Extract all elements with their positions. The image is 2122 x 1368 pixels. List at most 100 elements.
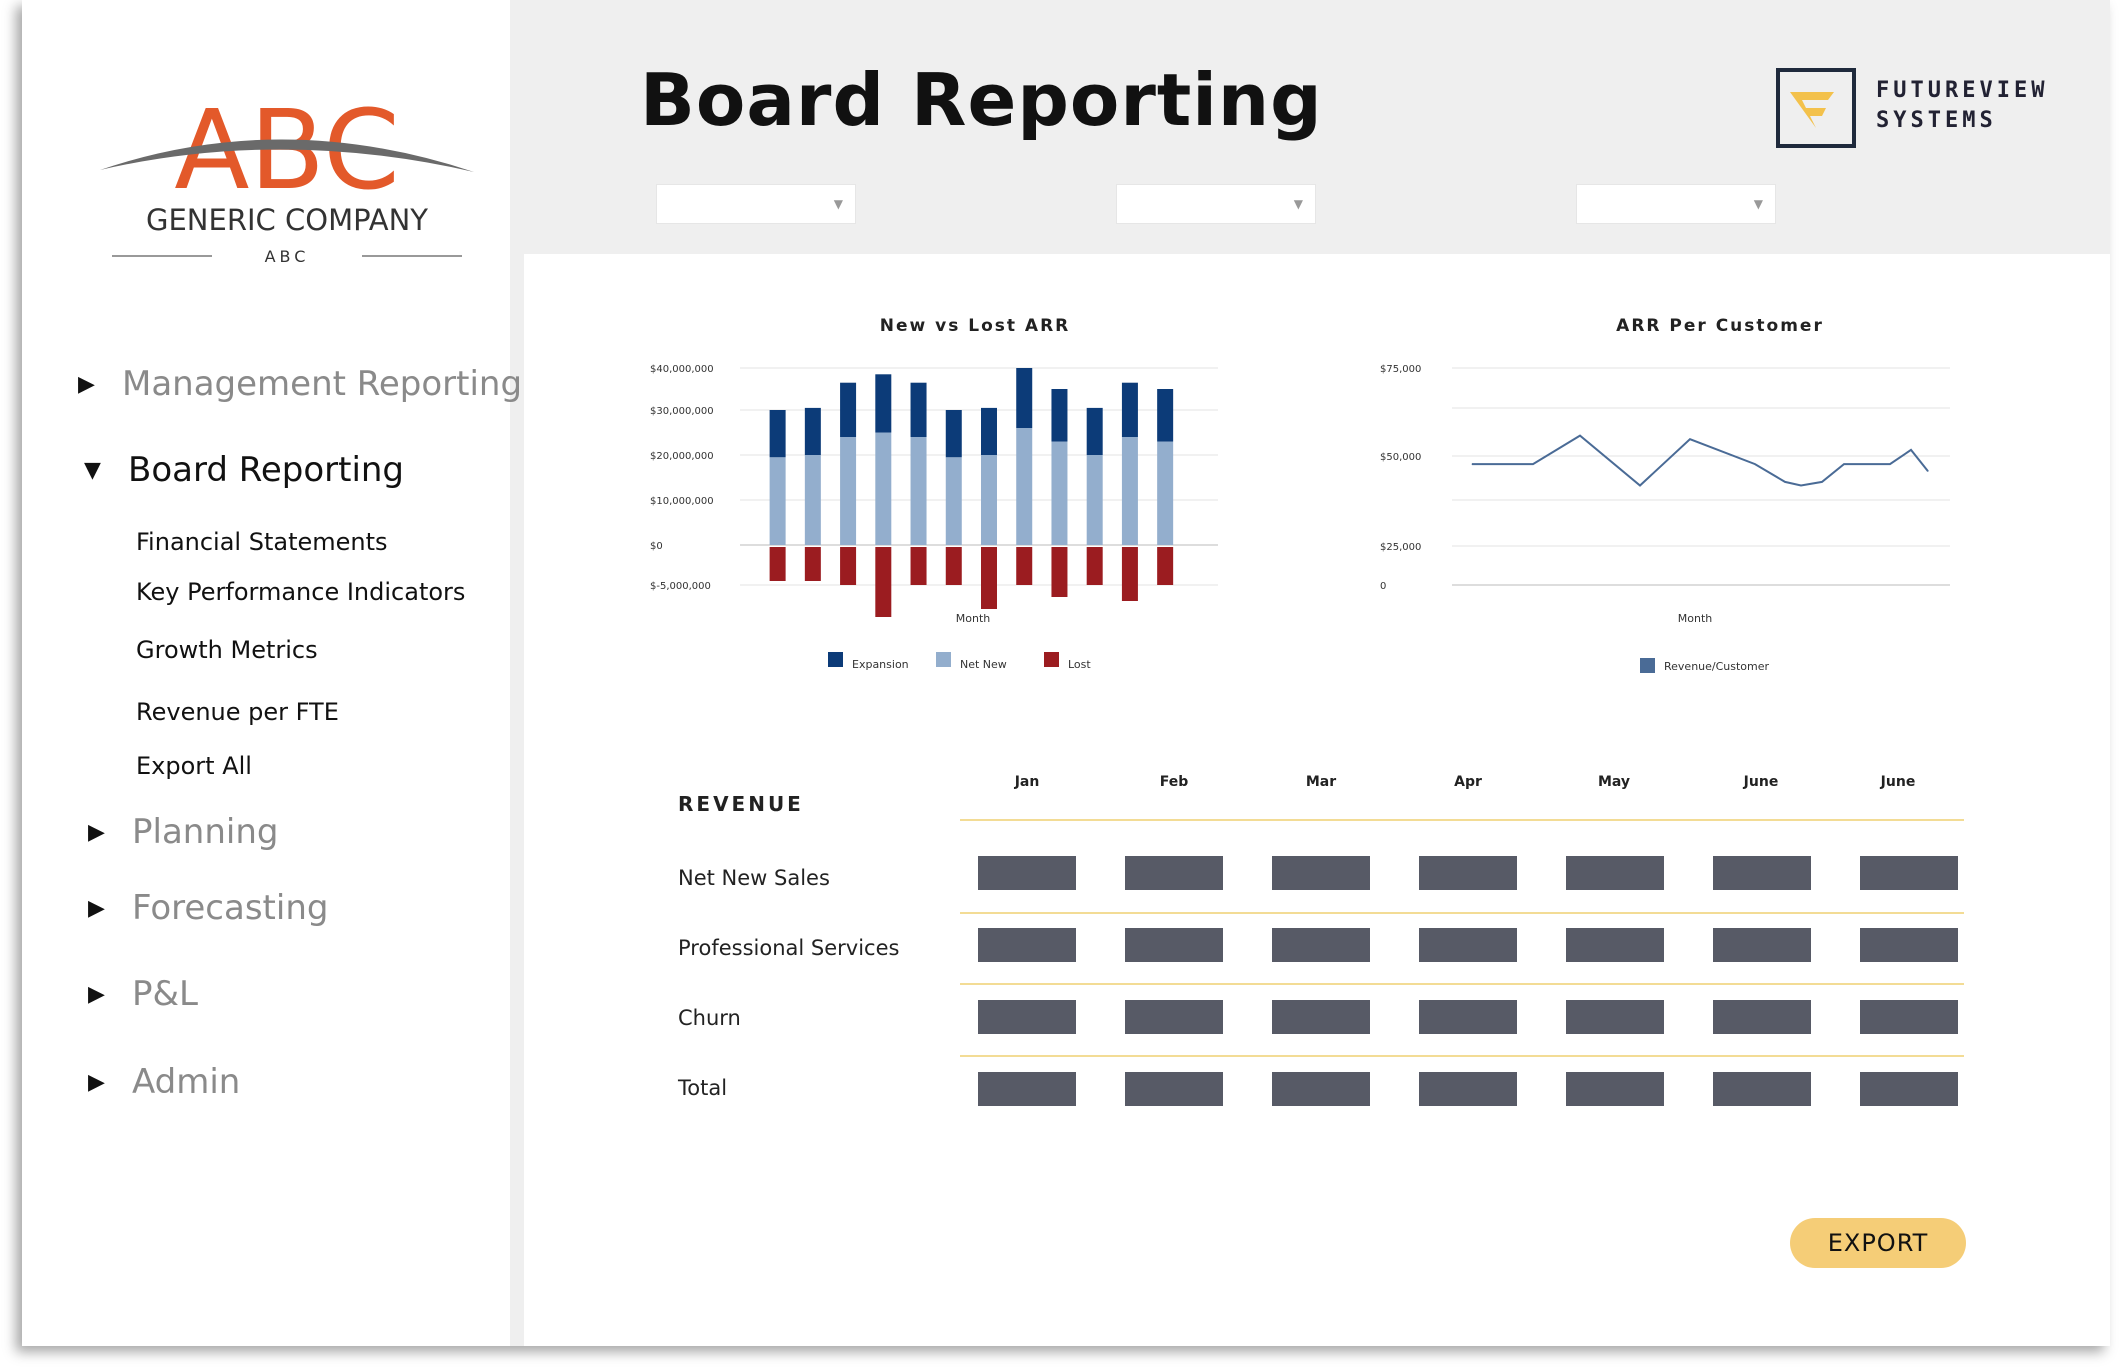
revenue-cell xyxy=(978,928,1076,962)
revenue-cell xyxy=(1860,1072,1958,1106)
bar-net-new xyxy=(1086,455,1103,545)
bar-lost xyxy=(840,547,857,585)
data-point xyxy=(1579,435,1581,437)
bar-net-new xyxy=(840,437,857,545)
divider xyxy=(960,983,1964,985)
nav-export-all[interactable]: Export All xyxy=(136,752,252,780)
revenue-header: REVENUE xyxy=(678,792,804,816)
filter-dropdown-2[interactable]: ▼ xyxy=(1116,184,1316,224)
revenue-cell xyxy=(1566,1072,1664,1106)
bar-expansion xyxy=(1051,389,1068,442)
revenue-cell xyxy=(1125,856,1223,890)
bar-lost xyxy=(1086,547,1103,585)
chevron-down-icon: ▼ xyxy=(833,197,843,211)
data-point xyxy=(1889,463,1891,465)
data-point xyxy=(1784,481,1786,483)
revenue-cell xyxy=(1860,1000,1958,1034)
nav-board-reporting[interactable]: ▼ Board Reporting xyxy=(84,450,404,490)
chart-title-arr-per-customer: ARR Per Customer xyxy=(1616,316,1824,336)
nav-pl[interactable]: ▶ P&L xyxy=(88,974,198,1014)
bar-lost xyxy=(875,547,892,617)
nav-key-performance-indicators[interactable]: Key Performance Indicators xyxy=(136,578,466,606)
expand-arrow-icon: ▶ xyxy=(88,819,105,845)
bar-expansion xyxy=(875,374,892,433)
company-logo: ABC GENERIC COMPANY ABC xyxy=(100,88,474,266)
bar-expansion xyxy=(804,407,821,455)
bar-lost xyxy=(1157,547,1174,585)
revenue-cell xyxy=(1272,856,1370,890)
chevron-down-icon: ▼ xyxy=(1753,197,1763,211)
x-axis-label: Month xyxy=(956,612,991,625)
nav-label: Planning xyxy=(132,812,279,852)
revenue-cell xyxy=(1272,1000,1370,1034)
nav-management-reporting[interactable]: ▶ Management Reporting xyxy=(78,364,522,404)
y-tick-label: $0 xyxy=(650,541,663,552)
bar-lost xyxy=(910,547,927,585)
bar-lost xyxy=(804,547,821,581)
y-tick-label: $75,000 xyxy=(1380,364,1421,375)
expand-arrow-icon: ▶ xyxy=(88,895,105,921)
data-point xyxy=(1843,463,1845,465)
filter-dropdown-3[interactable]: ▼ xyxy=(1576,184,1776,224)
sidebar: ABC GENERIC COMPANY ABC xyxy=(22,0,510,1346)
bar-expansion xyxy=(945,410,962,458)
revenue-cell xyxy=(1419,1072,1517,1106)
data-point xyxy=(1639,485,1641,486)
nav-financial-statements[interactable]: Financial Statements xyxy=(136,528,388,556)
revenue-cell xyxy=(978,856,1076,890)
legend-swatch xyxy=(828,652,843,667)
y-tick-label: $40,000,000 xyxy=(650,364,714,375)
data-point xyxy=(1910,449,1912,451)
divider xyxy=(960,1055,1964,1057)
export-button[interactable]: EXPORT xyxy=(1790,1218,1966,1268)
bar-net-new xyxy=(1051,441,1068,545)
revenue-cell xyxy=(1566,928,1664,962)
filter-dropdown-1[interactable]: ▼ xyxy=(656,184,856,224)
bar-net-new xyxy=(945,457,962,545)
nav-planning[interactable]: ▶ Planning xyxy=(88,812,278,852)
bar-net-new xyxy=(981,455,997,545)
data-point xyxy=(1927,470,1929,472)
arr-per-customer-chart: $75,000 $50,000 $25,000 0 Month Revenue/Custo… xyxy=(1380,364,1950,673)
revenue-cell xyxy=(1566,1000,1664,1034)
row-label-total: Total xyxy=(678,1076,728,1100)
legend-label: Expansion xyxy=(852,658,909,671)
divider xyxy=(960,912,1964,914)
bar-expansion xyxy=(981,407,997,455)
bar-net-new xyxy=(1121,437,1138,545)
nav-growth-metrics[interactable]: Growth Metrics xyxy=(136,636,318,664)
data-point xyxy=(1519,463,1521,465)
col-header-june: June xyxy=(1743,774,1779,790)
revenue-cell xyxy=(1419,928,1517,962)
bar-expansion xyxy=(840,382,857,437)
nav-forecasting[interactable]: ▶ Forecasting xyxy=(88,888,328,928)
bar-expansion xyxy=(910,382,927,437)
data-point xyxy=(1754,463,1756,465)
chart-title-arr: New vs Lost ARR xyxy=(879,316,1071,336)
chevron-down-icon: ▼ xyxy=(1293,197,1303,211)
expand-arrow-icon: ▶ xyxy=(88,981,105,1007)
legend-label: Net New xyxy=(960,658,1007,671)
y-tick-label: $20,000,000 xyxy=(650,451,714,462)
revenue-cell xyxy=(1125,928,1223,962)
bar-net-new xyxy=(769,457,786,545)
data-point xyxy=(1821,481,1823,483)
nav-label: Admin xyxy=(132,1062,241,1102)
brand-line1: FUTUREVIEW xyxy=(1876,78,2049,103)
data-point xyxy=(1532,463,1534,465)
nav-revenue-per-fte[interactable]: Revenue per FTE xyxy=(136,698,339,726)
logo-swoosh xyxy=(100,139,474,172)
y-tick-label: $10,000,000 xyxy=(650,496,714,507)
col-header-apr: Apr xyxy=(1454,774,1482,790)
futureview-icon xyxy=(1776,68,1856,148)
col-header-june-2: June xyxy=(1880,774,1916,790)
data-point xyxy=(1689,438,1691,440)
bar-lost xyxy=(945,547,962,585)
row-label-net-new-sales: Net New Sales xyxy=(678,866,830,890)
revenue-cell xyxy=(1272,928,1370,962)
bar-net-new xyxy=(804,455,821,545)
nav-admin[interactable]: ▶ Admin xyxy=(88,1062,240,1102)
bar-lost xyxy=(1016,547,1033,585)
y-tick-label: $-5,000,000 xyxy=(650,581,711,592)
bar-net-new xyxy=(875,432,892,545)
